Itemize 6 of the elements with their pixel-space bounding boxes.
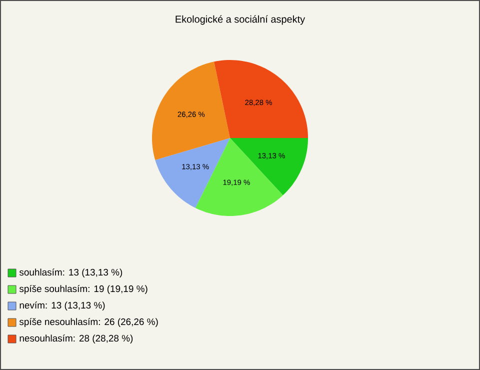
legend-label: nevím: 13 (13,13 %) — [20, 302, 105, 310]
legend-label: souhlasím: 13 (13,13 %) — [19, 268, 122, 278]
chart-title: Ekologické a sociální aspekty — [176, 15, 306, 25]
legend-label: spíše nesouhlasím: 26 (26,26 %) — [19, 318, 158, 327]
legend-label: spíše souhlasím: 19 (19,19 %) — [19, 285, 148, 294]
legend-label: nesouhlasím: 28 (28,28 %) — [20, 334, 133, 344]
